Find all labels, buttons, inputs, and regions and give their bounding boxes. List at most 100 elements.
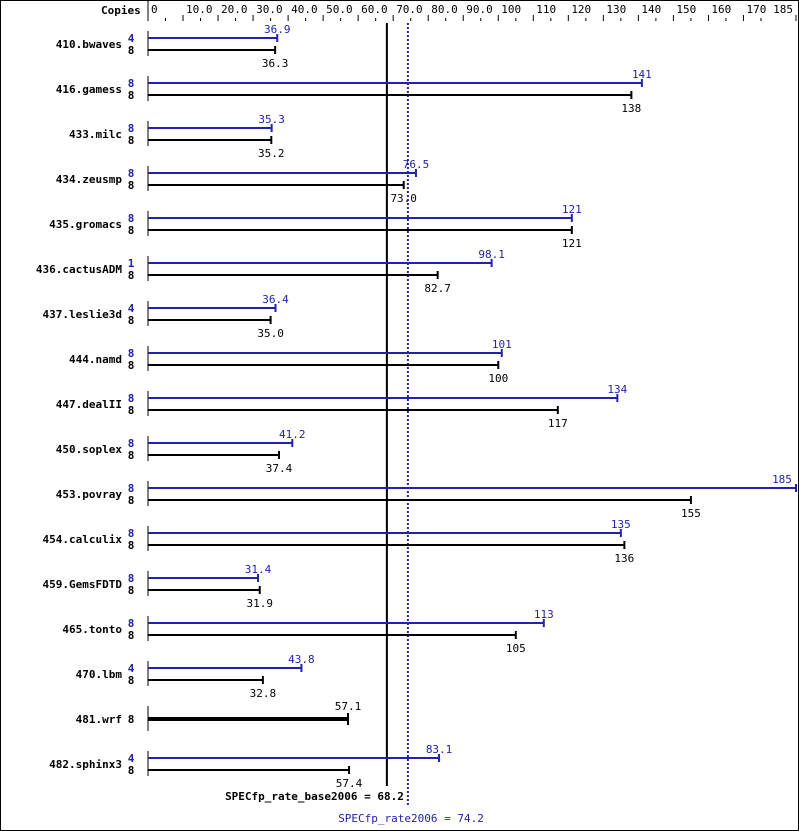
base-value-label: 57.4 (336, 777, 363, 790)
x-tick-label: 110 (536, 3, 556, 16)
peak-value-label: 101 (492, 338, 512, 351)
x-tick-label: 70.0 (396, 3, 423, 16)
peak-copies: 8 (128, 122, 135, 135)
x-tick-label: 120 (571, 3, 591, 16)
x-tick-label: 80.0 (431, 3, 458, 16)
x-tick-label: 20.0 (221, 3, 248, 16)
peak-value-label: 31.4 (245, 563, 272, 576)
benchmark-label: 444.namd (69, 353, 122, 366)
base-copies: 8 (128, 89, 135, 102)
benchmark-label: 436.cactusADM (36, 263, 122, 276)
peak-copies: 8 (128, 482, 135, 495)
base-copies: 8 (128, 494, 135, 507)
peak-copies: 4 (128, 32, 135, 45)
base-copies: 8 (128, 44, 135, 57)
peak-copies: 8 (128, 617, 135, 630)
base-value-label: 36.3 (262, 57, 289, 70)
base-copies: 8 (128, 764, 135, 777)
benchmark-label: 459.GemsFDTD (43, 578, 123, 591)
base-value-label: 31.9 (246, 597, 273, 610)
peak-value-label: 141 (632, 68, 652, 81)
base-copies: 8 (128, 629, 135, 642)
peak-value-label: 41.2 (279, 428, 306, 441)
peak-value-label: 98.1 (478, 248, 505, 261)
peak-value-label: 36.4 (262, 293, 289, 306)
base-value-label: 136 (614, 552, 634, 565)
benchmark-label: 454.calculix (43, 533, 123, 546)
benchmark-label: 482.sphinx3 (49, 758, 122, 771)
base-copies: 8 (128, 224, 135, 237)
x-tick-label: 30.0 (256, 3, 283, 16)
x-tick-label: 10.0 (186, 3, 213, 16)
base-reference-label: SPECfp_rate_base2006 = 68.2 (225, 790, 404, 803)
base-value-label: 35.0 (257, 327, 284, 340)
peak-copies: 8 (128, 527, 135, 540)
peak-copies: 4 (128, 302, 135, 315)
base-value-label: 121 (562, 237, 582, 250)
peak-copies: 8 (128, 572, 135, 585)
x-tick-label: 170 (746, 3, 766, 16)
peak-copies: 8 (128, 77, 135, 90)
benchmark-label: 465.tonto (62, 623, 122, 636)
peak-copies: 8 (128, 437, 135, 450)
benchmark-label: 481.wrf (76, 713, 122, 726)
benchmark-label: 433.milc (69, 128, 122, 141)
base-value-label: 100 (488, 372, 508, 385)
base-value-label: 37.4 (266, 462, 293, 475)
benchmark-label: 434.zeusmp (56, 173, 123, 186)
base-value-label: 105 (506, 642, 526, 655)
base-value-label: 73.0 (390, 192, 417, 205)
peak-value-label: 36.9 (264, 23, 291, 36)
benchmark-label: 470.lbm (76, 668, 123, 681)
base-copies: 8 (128, 713, 135, 726)
peak-value-label: 113 (534, 608, 554, 621)
base-value-label: 35.2 (258, 147, 285, 160)
base-copies: 8 (128, 539, 135, 552)
peak-value-label: 43.8 (288, 653, 315, 666)
x-tick-label: 0 (151, 3, 158, 16)
base-value-label: 155 (681, 507, 701, 520)
peak-copies: 1 (128, 257, 135, 270)
base-copies: 8 (128, 269, 135, 282)
base-copies: 8 (128, 449, 135, 462)
peak-copies: 4 (128, 662, 135, 675)
peak-value-label: 135 (611, 518, 631, 531)
x-tick-label: 50.0 (326, 3, 353, 16)
peak-value-label: 76.5 (403, 158, 430, 171)
base-copies: 8 (128, 584, 135, 597)
base-value-label: 117 (548, 417, 568, 430)
peak-value-label: 121 (562, 203, 582, 216)
x-tick-label: 140 (641, 3, 661, 16)
base-copies: 8 (128, 134, 135, 147)
peak-reference-label: SPECfp_rate2006 = 74.2 (338, 812, 484, 825)
benchmark-label: 447.dealII (56, 398, 122, 411)
copies-header: Copies (101, 4, 141, 17)
benchmark-label: 437.leslie3d (43, 308, 122, 321)
x-tick-label: 130 (606, 3, 626, 16)
peak-copies: 8 (128, 347, 135, 360)
benchmark-label: 453.povray (56, 488, 123, 501)
peak-value-label: 134 (607, 383, 627, 396)
base-value-label: 138 (621, 102, 641, 115)
benchmark-label: 435.gromacs (49, 218, 122, 231)
benchmark-label: 410.bwaves (56, 38, 122, 51)
x-tick-label: 185 (773, 3, 793, 16)
peak-copies: 8 (128, 167, 135, 180)
x-tick-label: 60.0 (361, 3, 388, 16)
peak-value-label: 83.1 (426, 743, 453, 756)
base-value-label: 57.1 (335, 700, 362, 713)
base-value-label: 82.7 (424, 282, 451, 295)
benchmark-label: 450.soplex (56, 443, 123, 456)
peak-value-label: 35.3 (258, 113, 285, 126)
base-copies: 8 (128, 404, 135, 417)
x-tick-label: 100 (501, 3, 521, 16)
peak-copies: 8 (128, 392, 135, 405)
base-copies: 8 (128, 674, 135, 687)
peak-copies: 4 (128, 752, 135, 765)
peak-copies: 8 (128, 212, 135, 225)
base-copies: 8 (128, 359, 135, 372)
x-tick-label: 160 (711, 3, 731, 16)
base-value-label: 32.8 (250, 687, 277, 700)
